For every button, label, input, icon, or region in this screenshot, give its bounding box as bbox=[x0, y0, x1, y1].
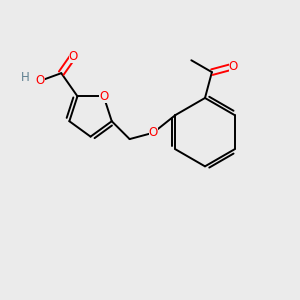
Text: O: O bbox=[69, 50, 78, 63]
Text: O: O bbox=[148, 126, 158, 139]
Text: O: O bbox=[229, 60, 238, 73]
Text: H: H bbox=[20, 71, 29, 84]
Text: O: O bbox=[99, 90, 108, 103]
Text: O: O bbox=[36, 74, 45, 87]
